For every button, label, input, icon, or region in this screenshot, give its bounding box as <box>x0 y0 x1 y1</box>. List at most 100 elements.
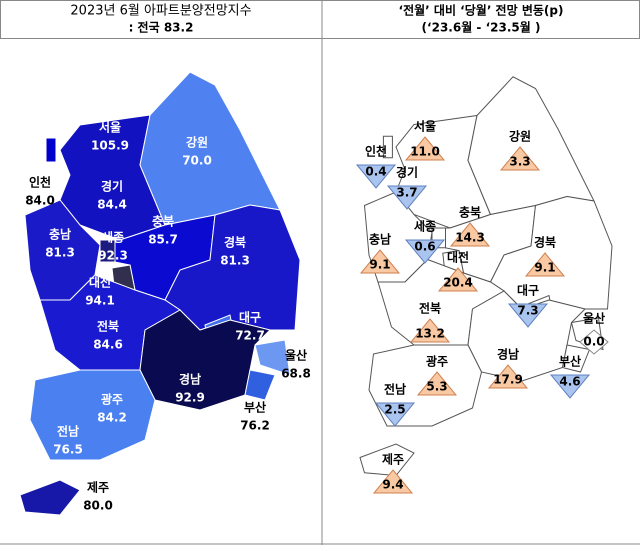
region-change: 9.4 <box>382 478 403 492</box>
change-marker <box>409 318 451 343</box>
region-name: 충남 <box>49 227 71 242</box>
change-marker <box>487 364 529 389</box>
region-value: 85.7 <box>148 233 178 247</box>
region-name: 대전 <box>89 275 111 290</box>
region-value: 84.6 <box>93 338 123 352</box>
region-value: 92.3 <box>98 249 128 263</box>
region-change: 4.6 <box>559 375 580 389</box>
region-value: 84.2 <box>97 411 127 425</box>
region-value: 84.0 <box>25 194 55 208</box>
region-shape <box>19 479 81 516</box>
region-shape <box>467 76 595 216</box>
region-change: 0.0 <box>583 335 604 349</box>
change-marker <box>404 136 446 161</box>
region-name: 부산 <box>244 400 266 415</box>
region-shape <box>561 344 591 373</box>
region-shape <box>45 137 57 163</box>
region-name: 인천 <box>29 175 51 190</box>
region-name: 전북 <box>419 301 441 316</box>
region-name: 대전 <box>447 250 469 265</box>
change-marker <box>372 469 414 494</box>
right-subtitle: (‘23.6월 - ‘23.5월 ) <box>422 20 541 35</box>
change-marker <box>499 146 541 171</box>
region-name: 경기 <box>396 165 418 180</box>
right-title: ‘전월’ 대비 ‘당월’ 전망 변동(p) <box>399 3 564 18</box>
change-marker <box>524 252 566 277</box>
region-name: 서울 <box>414 119 436 134</box>
change-marker <box>416 371 458 396</box>
region-name: 광주 <box>426 354 448 369</box>
region-change: 9.1 <box>369 258 390 272</box>
region-name: 제주 <box>87 481 109 495</box>
region-value: 81.3 <box>220 254 250 268</box>
region-name: 울산 <box>583 311 605 326</box>
region-name: 충북 <box>152 214 174 229</box>
region-name: 충남 <box>369 232 391 247</box>
region-value: 76.5 <box>53 443 83 457</box>
region-value: 80.0 <box>83 499 113 513</box>
region-name: 강원 <box>186 136 208 150</box>
region-change: 5.3 <box>426 380 447 394</box>
region-value: 70.0 <box>182 154 212 168</box>
region-name: 부산 <box>559 354 581 369</box>
left-subtitle: : 전국 83.2 <box>129 20 194 35</box>
region-change: 2.5 <box>384 403 405 417</box>
region-shape <box>382 135 393 159</box>
region-change: 14.3 <box>455 231 485 245</box>
region-name: 세종 <box>414 219 436 234</box>
region-change: 3.3 <box>509 155 530 169</box>
region-shape <box>29 369 156 461</box>
region-name: 광주 <box>101 392 123 407</box>
region-name: 경북 <box>224 236 246 250</box>
region-name: 경기 <box>101 179 123 194</box>
left-map <box>19 71 301 516</box>
region-change: 17.9 <box>493 373 523 387</box>
region-shape <box>244 369 276 401</box>
region-name: 서울 <box>99 120 121 135</box>
region-name: 대구 <box>239 311 261 325</box>
change-marker <box>404 239 446 264</box>
change-marker <box>549 374 591 399</box>
change-marker <box>579 329 609 355</box>
region-shape <box>359 443 415 477</box>
region-change: 20.4 <box>443 276 473 290</box>
region-name: 강원 <box>509 130 531 144</box>
region-name: 전남 <box>384 382 406 397</box>
region-name: 대구 <box>517 284 539 298</box>
region-value: 92.9 <box>175 391 205 405</box>
region-value: 72.7 <box>235 329 265 343</box>
region-change: 7.3 <box>517 304 538 318</box>
region-value: 76.2 <box>240 419 270 433</box>
region-shape <box>139 71 281 226</box>
region-value: 94.1 <box>85 294 115 308</box>
change-marker <box>386 185 428 210</box>
region-name: 경북 <box>534 236 556 250</box>
region-shape <box>99 239 116 263</box>
region-name: 경남 <box>497 347 519 362</box>
region-change: 0.6 <box>414 240 435 254</box>
region-change: 9.1 <box>534 261 555 275</box>
region-name: 인천 <box>365 144 387 159</box>
left-title: 2023년 6월 아파트분양전망지수 <box>70 4 251 19</box>
change-marker <box>359 249 401 274</box>
change-marker <box>449 222 491 247</box>
region-change: 0.4 <box>365 165 386 179</box>
region-value: 81.3 <box>45 246 75 260</box>
change-marker <box>374 402 416 427</box>
region-value: 84.4 <box>97 198 127 212</box>
region-value: 105.9 <box>91 139 129 153</box>
change-marker <box>437 267 479 292</box>
change-marker <box>507 303 549 328</box>
region-name: 제주 <box>382 453 404 467</box>
header-box <box>0 0 640 39</box>
region-name: 세종 <box>102 230 124 245</box>
region-change: 11.0 <box>410 145 440 159</box>
region-shape <box>254 339 291 376</box>
region-value: 68.8 <box>281 367 311 381</box>
region-name: 경남 <box>179 372 201 387</box>
region-change: 13.2 <box>415 327 445 341</box>
change-marker <box>355 164 397 189</box>
region-name: 울산 <box>285 348 307 363</box>
region-name: 전북 <box>97 319 119 334</box>
